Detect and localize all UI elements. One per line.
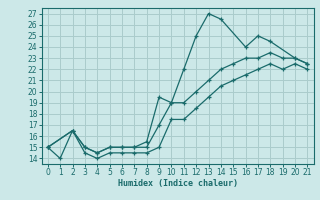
X-axis label: Humidex (Indice chaleur): Humidex (Indice chaleur) bbox=[118, 179, 237, 188]
